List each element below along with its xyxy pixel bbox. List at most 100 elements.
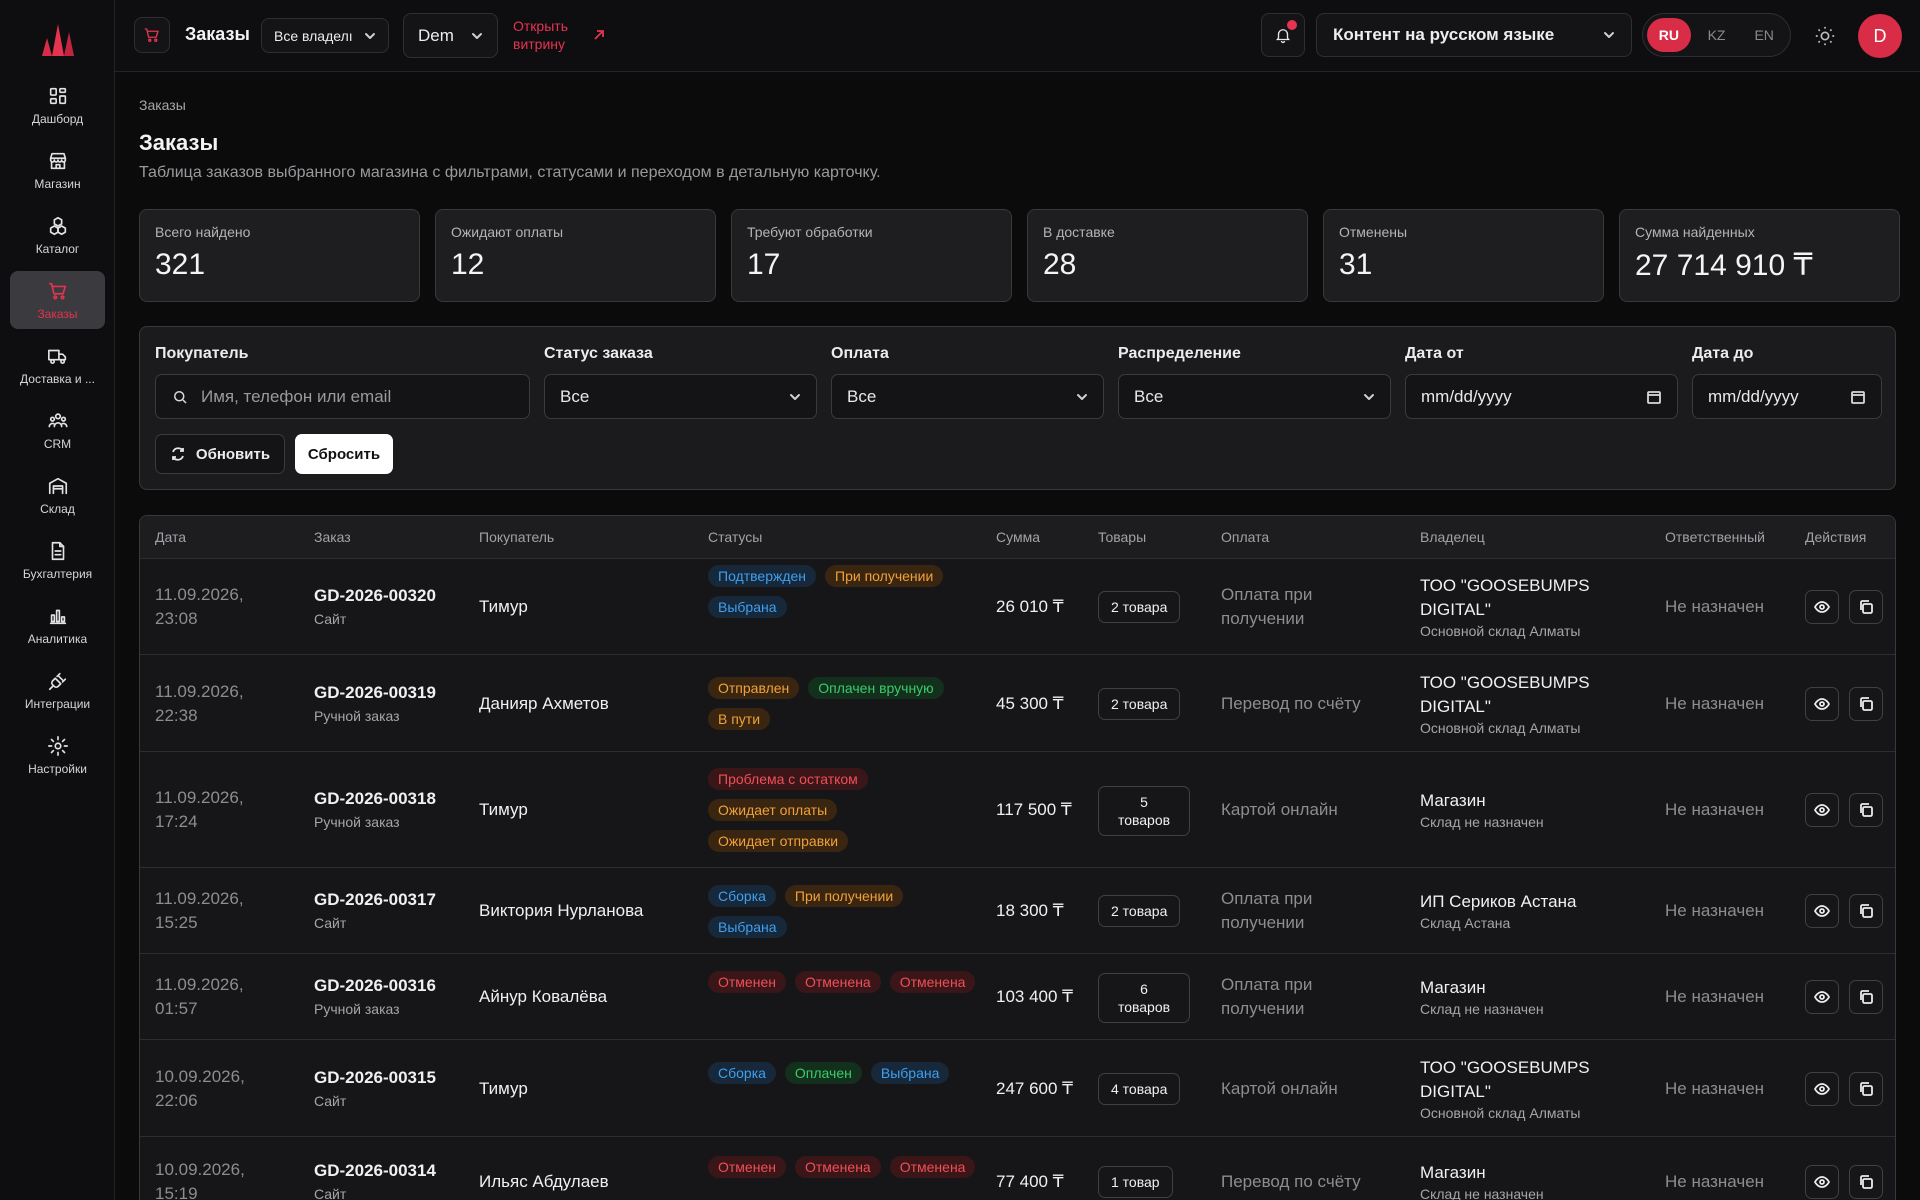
- lang-ru-button[interactable]: RU: [1647, 18, 1691, 52]
- order-date-time: 15:25: [155, 913, 198, 932]
- cart-icon: [144, 28, 159, 42]
- lang-kz-button[interactable]: KZ: [1707, 27, 1726, 43]
- notifications-button[interactable]: [1261, 13, 1305, 57]
- calendar-icon[interactable]: [1646, 389, 1662, 405]
- reset-button[interactable]: Сбросить: [295, 434, 393, 474]
- payment-method: Картой онлайн: [1221, 800, 1338, 819]
- filters-panel: Покупатель Имя, телефон или email Статус…: [139, 326, 1896, 490]
- sidebar-item-plug[interactable]: Интеграции: [10, 661, 105, 719]
- column-header[interactable]: Действия: [1805, 529, 1867, 545]
- column-header[interactable]: Покупатель: [479, 529, 555, 545]
- copy-button[interactable]: [1849, 793, 1883, 827]
- sun-icon[interactable]: [1814, 25, 1836, 47]
- view-button[interactable]: [1805, 980, 1839, 1014]
- buyer-search-input[interactable]: Имя, телефон или email: [155, 374, 530, 419]
- owner-store: Основной склад Алматы: [1420, 623, 1581, 639]
- sidebar-item-users[interactable]: CRM: [10, 401, 105, 459]
- calendar-icon[interactable]: [1850, 389, 1866, 405]
- sidebar-item-gear[interactable]: Настройки: [10, 726, 105, 784]
- order-cell[interactable]: GD-2026-00316 Ручной заказ: [314, 975, 436, 1017]
- owner-cell: ТОО "GOOSEBUMPS DIGITAL" Основной склад А…: [1420, 574, 1640, 640]
- column-header[interactable]: Оплата: [1221, 529, 1270, 545]
- sidebar-item-store[interactable]: Магазин: [10, 141, 105, 199]
- order-cell[interactable]: GD-2026-00319 Ручной заказ: [314, 682, 436, 724]
- cart-button[interactable]: [134, 17, 170, 53]
- column-header[interactable]: Товары: [1098, 529, 1147, 545]
- owner-select[interactable]: Все владелı: [261, 18, 389, 53]
- sidebar-item-cart[interactable]: Заказы: [10, 271, 105, 329]
- sidebar-item-warehouse[interactable]: Склад: [10, 466, 105, 524]
- status-badge: Проблема с остатком: [708, 768, 868, 790]
- order-sum: 45 300 ₸: [996, 692, 1076, 716]
- table-row[interactable]: 11.09.2026, 15:25 GD-2026-00317 Сайт Виктори…: [140, 868, 1895, 954]
- column-header[interactable]: Сумма: [996, 529, 1040, 545]
- sidebar-item-truck[interactable]: Доставка и ...: [10, 336, 105, 394]
- date-from-input[interactable]: mm/dd/yyyy: [1405, 374, 1678, 419]
- warehouse-icon: [48, 477, 67, 494]
- table-row[interactable]: 11.09.2026, 17:24 GD-2026-00318 Ручной зака…: [140, 752, 1895, 868]
- status-filter-select[interactable]: Все: [544, 374, 817, 419]
- table-row[interactable]: 10.09.2026, 22:06 GD-2026-00315 Сайт Тимур Сб…: [140, 1040, 1895, 1137]
- owner-name: ТОО "GOOSEBUMPS DIGITAL": [1420, 1058, 1590, 1101]
- copy-button[interactable]: [1849, 687, 1883, 721]
- status-filter-label: Статус заказа: [544, 345, 653, 362]
- order-date-time: 15:19: [155, 1184, 198, 1200]
- column-header[interactable]: Дата: [155, 529, 187, 545]
- order-source: Ручной заказ: [314, 708, 400, 724]
- brand-logo[interactable]: [38, 18, 78, 58]
- lang-en-button[interactable]: EN: [1754, 27, 1774, 43]
- copy-button[interactable]: [1849, 980, 1883, 1014]
- sidebar-item-catalog[interactable]: Каталог: [10, 206, 105, 264]
- view-button[interactable]: [1805, 687, 1839, 721]
- order-sum-line: 26 010 ₸: [996, 597, 1064, 616]
- table-row[interactable]: 11.09.2026, 22:38 GD-2026-00319 Ручной зака…: [140, 655, 1895, 752]
- sidebar-item-document[interactable]: Бухгалтерия: [10, 531, 105, 589]
- sidebar-item-label: Склад: [40, 501, 75, 516]
- order-cell[interactable]: GD-2026-00320 Сайт: [314, 585, 436, 627]
- column-header[interactable]: Заказ: [314, 529, 351, 545]
- view-button[interactable]: [1805, 590, 1839, 624]
- date-to-value: mm/dd/yyyy: [1708, 386, 1799, 406]
- copy-button[interactable]: [1849, 590, 1883, 624]
- column-header[interactable]: Ответственный: [1665, 529, 1765, 545]
- owner-cell: Магазин Склад не назначен: [1420, 1161, 1640, 1200]
- sidebar-item-label: Аналитика: [27, 631, 88, 646]
- breadcrumb[interactable]: Заказы: [139, 97, 186, 113]
- stat-card: В доставке 28: [1027, 209, 1308, 302]
- date-to-input[interactable]: mm/dd/yyyy: [1692, 374, 1882, 419]
- column-header[interactable]: Владелец: [1420, 529, 1485, 545]
- view-button[interactable]: [1805, 894, 1839, 928]
- copy-button[interactable]: [1849, 894, 1883, 928]
- column-header[interactable]: Статусы: [708, 529, 763, 545]
- distribution-filter-select[interactable]: Все: [1118, 374, 1391, 419]
- view-button[interactable]: [1805, 1165, 1839, 1199]
- order-cell[interactable]: GD-2026-00314 Сайт: [314, 1160, 436, 1200]
- store-select[interactable]: Dem: [403, 13, 498, 58]
- sidebar-item-dashboard[interactable]: Дашборд: [10, 76, 105, 134]
- table-row[interactable]: 11.09.2026, 01:57 GD-2026-00316 Ручной зака…: [140, 954, 1895, 1040]
- responsible: Не назначен: [1665, 987, 1765, 1006]
- content-language-select[interactable]: Контент на русском языке: [1316, 13, 1632, 57]
- view-button[interactable]: [1805, 1072, 1839, 1106]
- payment-filter-select[interactable]: Все: [831, 374, 1104, 419]
- order-cell[interactable]: GD-2026-00318 Ручной заказ: [314, 788, 436, 830]
- sidebar-item-label: Бухгалтерия: [22, 566, 93, 581]
- sidebar-item-bar-chart[interactable]: Аналитика: [10, 596, 105, 654]
- payment-method: Оплата при получении: [1221, 585, 1313, 628]
- copy-button[interactable]: [1849, 1165, 1883, 1199]
- order-cell[interactable]: GD-2026-00317 Сайт: [314, 889, 436, 931]
- view-button[interactable]: [1805, 793, 1839, 827]
- table-row[interactable]: 10.09.2026, 15:19 GD-2026-00314 Сайт Ильяс А…: [140, 1137, 1895, 1200]
- refresh-button[interactable]: Обновить: [155, 434, 285, 474]
- copy-button[interactable]: [1849, 1072, 1883, 1106]
- order-date-time: 22:06: [155, 1091, 198, 1110]
- open-shop-link[interactable]: Открыть витрину: [513, 18, 568, 52]
- stat-value: 28: [1043, 248, 1077, 281]
- avatar[interactable]: D: [1858, 14, 1902, 58]
- stat-value: 27 714 910 ₸: [1635, 249, 1813, 282]
- payment-filter-value: Все: [847, 386, 877, 406]
- table-row[interactable]: 11.09.2026, 23:08 GD-2026-00320 Сайт Тимур По…: [140, 559, 1895, 655]
- order-source: Сайт: [314, 1186, 347, 1200]
- order-cell[interactable]: GD-2026-00315 Сайт: [314, 1067, 436, 1109]
- chevron-down-icon: [1364, 393, 1374, 400]
